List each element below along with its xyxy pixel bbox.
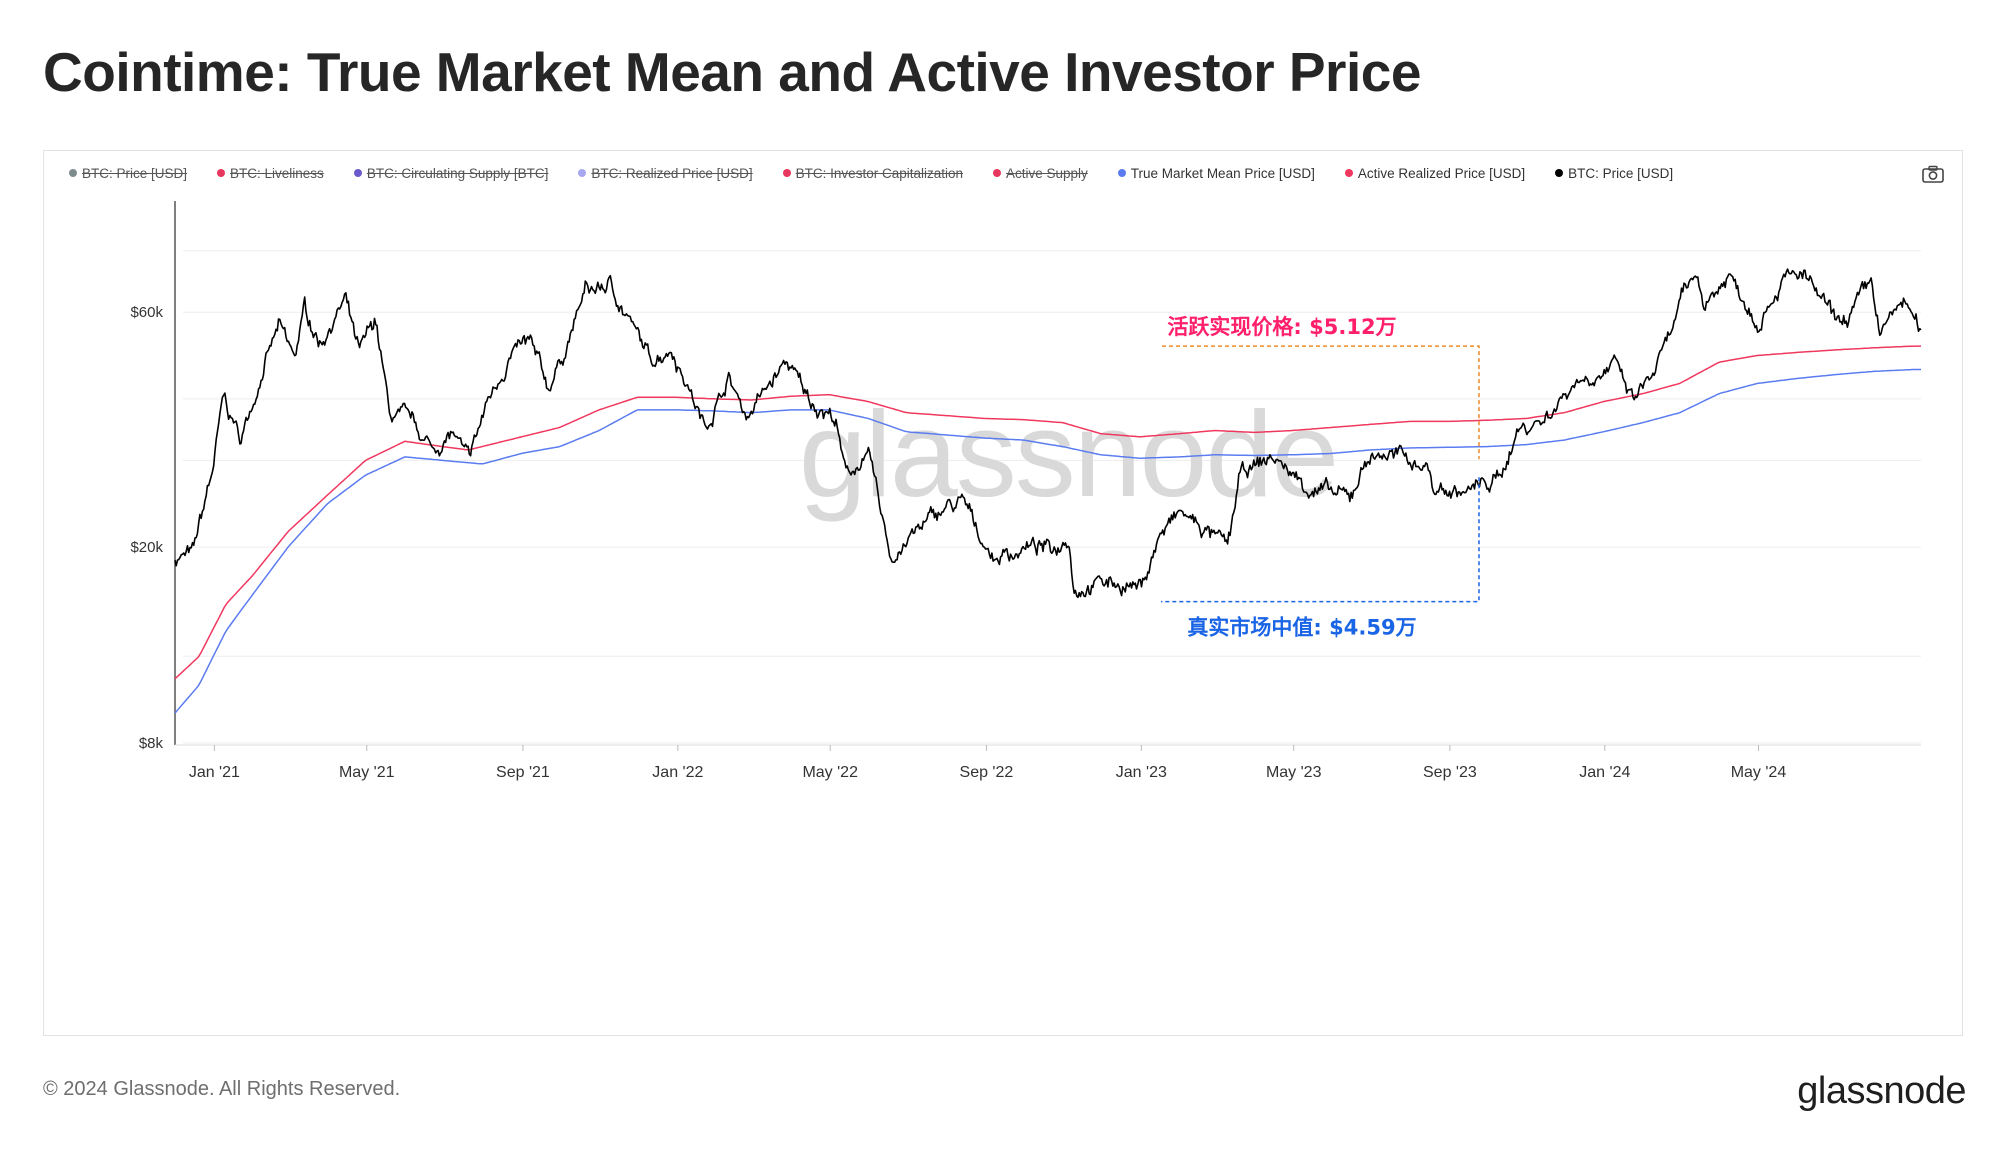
legend-dot-icon: [353, 169, 362, 177]
x-tick-label: Sep '23: [1423, 764, 1477, 781]
true-market-mean-annotation: 真实市场中值: $4.59万: [1187, 616, 1416, 640]
legend-dot-icon: [782, 169, 791, 177]
active-realized-price-line: [174, 345, 1921, 680]
legend-dot-icon: [217, 169, 226, 177]
legend-item[interactable]: BTC: Price [USD]: [1555, 166, 1673, 181]
true-market-mean-line: [174, 368, 1921, 714]
legend-dot-icon: [1117, 169, 1126, 177]
x-tick-label: Sep '22: [960, 764, 1014, 781]
legend-item[interactable]: Active Supply: [993, 166, 1088, 181]
true-market-mean-annotation-bracket: [1161, 477, 1480, 603]
y-tick-label: $20k: [130, 539, 163, 556]
copyright-text: © 2024 Glassnode. All Rights Reserved.: [43, 1078, 401, 1100]
glassnode-logo: glassnode: [1797, 1070, 1966, 1112]
legend-label: BTC: Circulating Supply [BTC]: [366, 165, 549, 181]
x-tick-label: May '23: [1266, 764, 1322, 781]
legend-dot-icon: [1344, 169, 1353, 177]
legend-item[interactable]: BTC: Price [USD]: [69, 166, 187, 181]
x-tick-label: Sep '21: [496, 764, 550, 781]
legend-label: BTC: Price [USD]: [82, 165, 188, 181]
legend-label: True Market Mean Price [USD]: [1130, 165, 1315, 181]
legend-dot-icon: [993, 169, 1001, 177]
legend-label: BTC: Investor Capitalization: [795, 165, 963, 181]
y-tick-label: $60k: [130, 304, 163, 321]
legend-dot-icon: [578, 169, 587, 177]
page-title: Cointime: True Market Mean and Active In…: [43, 41, 1421, 103]
x-tick-label: Jan '24: [1579, 764, 1630, 781]
legend-item[interactable]: BTC: Investor Capitalization: [782, 165, 963, 181]
legend-label: Active Realized Price [USD]: [1357, 165, 1526, 181]
legend-label: BTC: Liveliness: [230, 165, 324, 181]
chart-legend: BTC: Price [USD] BTC: Liveliness BTC: Circ…: [69, 163, 1703, 183]
active-realized-annotation: 活跃实现价格: $5.12万: [1167, 315, 1396, 339]
legend-label: BTC: Price [USD]: [1568, 165, 1674, 181]
x-tick-label: Jan '22: [652, 764, 703, 781]
legend-item[interactable]: BTC: Circulating Supply [BTC]: [353, 165, 549, 181]
chart-frame: BTC: Price [USD] BTC: Liveliness BTC: Circ…: [43, 150, 1963, 1036]
y-tick-label: $8k: [139, 735, 164, 752]
x-tick-label: May '21: [339, 764, 395, 781]
x-tick-label: May '22: [802, 764, 858, 781]
legend-item[interactable]: True Market Mean Price [USD]: [1117, 165, 1315, 181]
x-tick-label: May '24: [1731, 764, 1787, 781]
camera-icon[interactable]: [1922, 165, 1944, 183]
legend-dot-icon: [69, 169, 77, 177]
chart-plot: $8k $20k $60k Jan '21 May '21 Sep '21 Jan '22 M…: [130, 201, 1922, 781]
legend-item[interactable]: BTC: Realized Price [USD]: [578, 165, 753, 181]
legend-item[interactable]: BTC: Liveliness: [217, 166, 324, 181]
watermark: glassnode: [799, 386, 1337, 522]
x-tick-label: Jan '23: [1116, 764, 1167, 781]
legend-item[interactable]: Active Realized Price [USD]: [1344, 165, 1526, 181]
x-tick-label: Jan '21: [189, 764, 240, 781]
legend-label: Active Supply: [1006, 165, 1088, 181]
legend-label: BTC: Realized Price [USD]: [591, 165, 753, 181]
btc-price-line: [174, 268, 1922, 599]
active-realized-annotation-bracket: [1162, 345, 1480, 460]
legend-dot-icon: [1555, 169, 1564, 177]
